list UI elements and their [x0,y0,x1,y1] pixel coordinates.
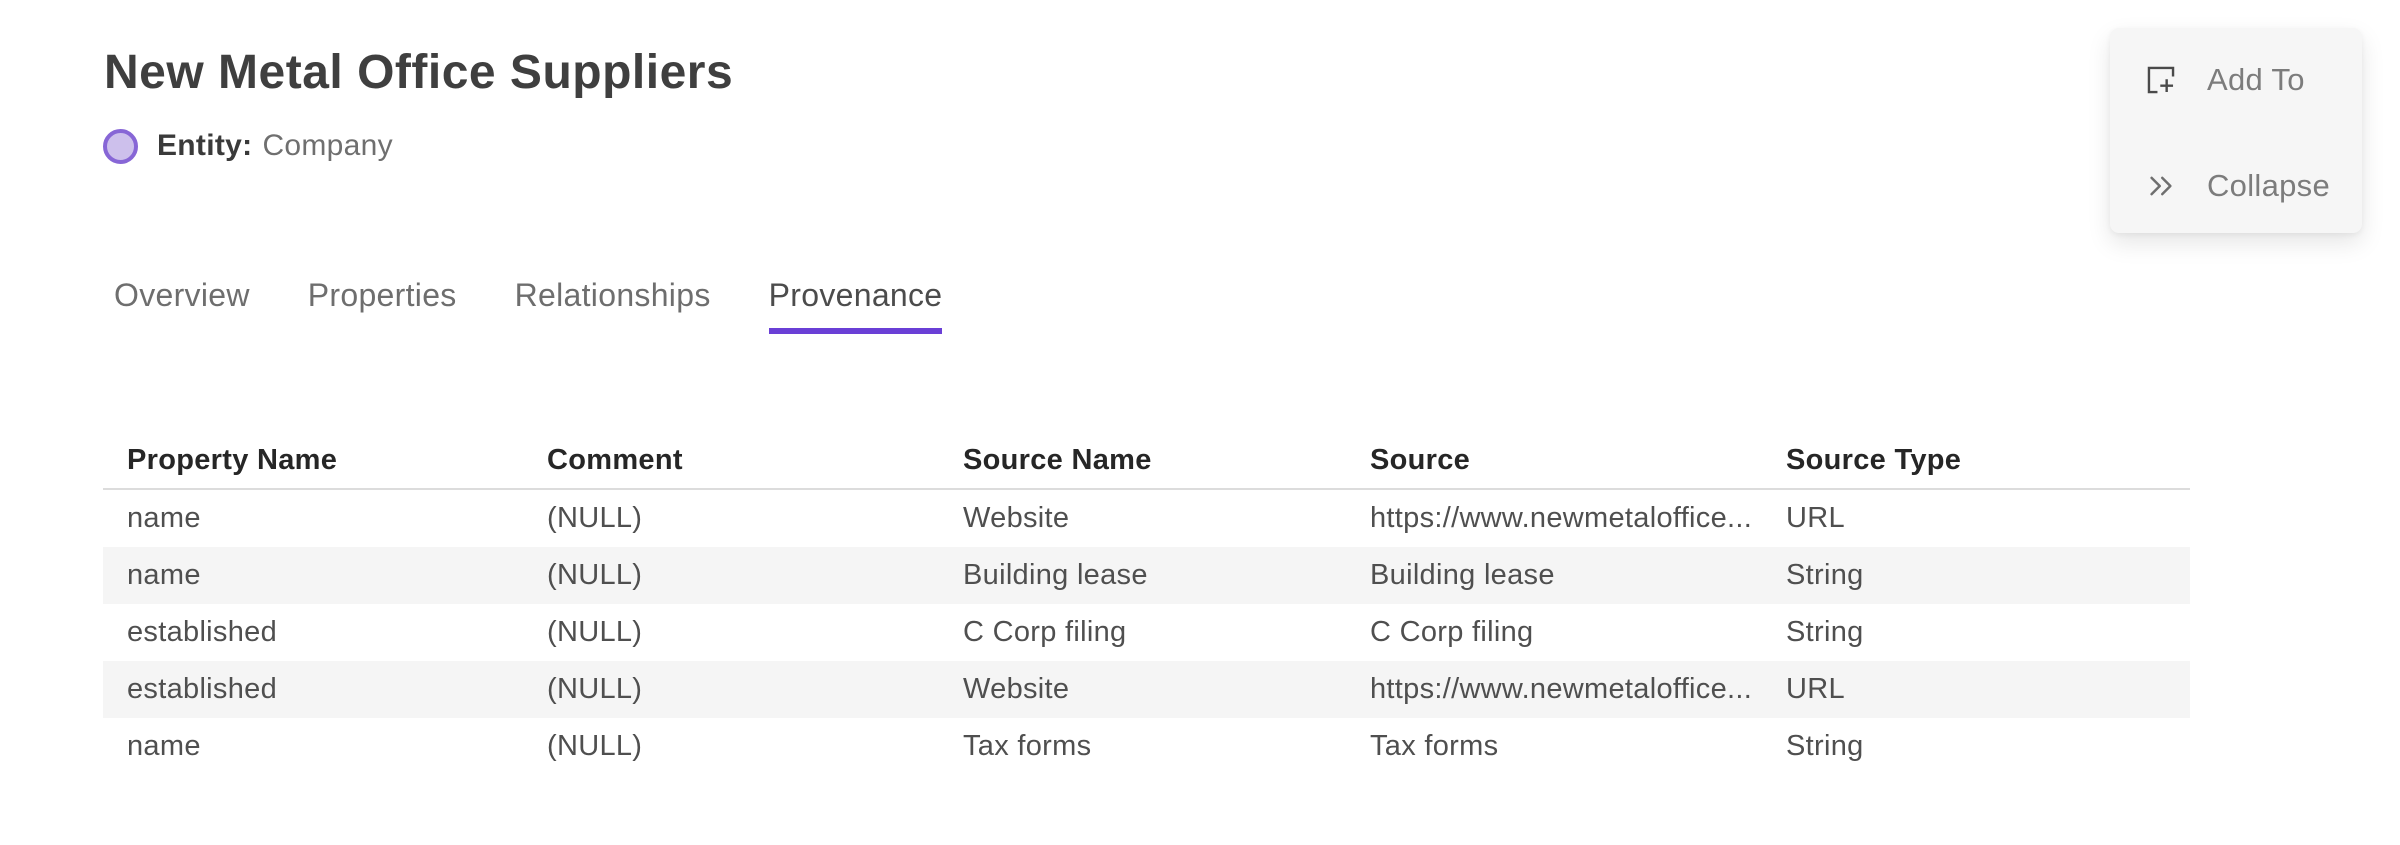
cell-property-name: established [127,616,278,648]
cell-comment: (NULL) [547,559,643,591]
cell-source-type: URL [1786,502,1845,534]
cell-source-name: Website [963,502,1070,534]
column-header-source-type: Source Type [1786,443,1962,476]
column-header-source-name: Source Name [963,443,1152,476]
cell-source: C Corp filing [1370,616,1534,648]
cell-comment: (NULL) [547,730,643,762]
column-header-property-name: Property Name [127,443,338,476]
page-title: New Metal Office Suppliers [104,46,734,99]
table-header-row: Property Name Comment Source Name Source… [103,432,2190,490]
cell-property-name: name [127,730,201,762]
tab-provenance[interactable]: Provenance [768,278,943,334]
tab-overview[interactable]: Overview [114,277,250,313]
entity-label: Entity: [157,129,253,162]
add-to-button[interactable]: Add To [2143,62,2362,98]
cell-source-type: String [1786,730,1864,762]
cell-property-name: name [127,502,201,534]
entity-type-row: Entity: Company [103,128,393,164]
tab-relationships[interactable]: Relationships [514,277,711,313]
table-row: name (NULL) Tax forms Tax forms String [103,718,2190,775]
entity-value: Company [262,129,393,162]
cell-source: Building lease [1370,559,1555,591]
cell-source: https://www.newmetaloffice... [1370,502,1753,534]
cell-source-name: Tax forms [963,730,1092,762]
collapse-label: Collapse [2207,168,2331,203]
cell-source: Tax forms [1370,730,1499,762]
cell-source-name: Building lease [963,559,1148,591]
cell-comment: (NULL) [547,616,643,648]
tab-properties[interactable]: Properties [307,277,457,313]
double-chevron-right-icon [2143,168,2179,204]
cell-source-name: Website [963,673,1070,705]
column-header-source: Source [1370,443,1471,476]
add-to-frame-icon [2143,62,2179,98]
cell-property-name: established [127,673,278,705]
cell-source-name: C Corp filing [963,616,1127,648]
cell-comment: (NULL) [547,502,643,534]
cell-source-type: String [1786,616,1864,648]
add-to-label: Add To [2207,62,2305,97]
table-row: established (NULL) Website https://www.n… [103,661,2190,718]
cell-source-type: String [1786,559,1864,591]
provenance-table: Property Name Comment Source Name Source… [103,432,2190,775]
collapse-button[interactable]: Collapse [2143,168,2362,204]
table-row: name (NULL) Website https://www.newmetal… [103,490,2190,547]
actions-panel: Add To Collapse [2110,28,2362,233]
column-header-comment: Comment [547,443,683,476]
cell-property-name: name [127,559,201,591]
table-row: name (NULL) Building lease Building leas… [103,547,2190,604]
cell-comment: (NULL) [547,673,643,705]
cell-source: https://www.newmetaloffice... [1370,673,1753,705]
tab-bar: Overview Properties Relationships Proven… [114,277,943,334]
entity-type-icon [103,128,138,164]
cell-source-type: URL [1786,673,1845,705]
table-row: established (NULL) C Corp filing C Corp … [103,604,2190,661]
